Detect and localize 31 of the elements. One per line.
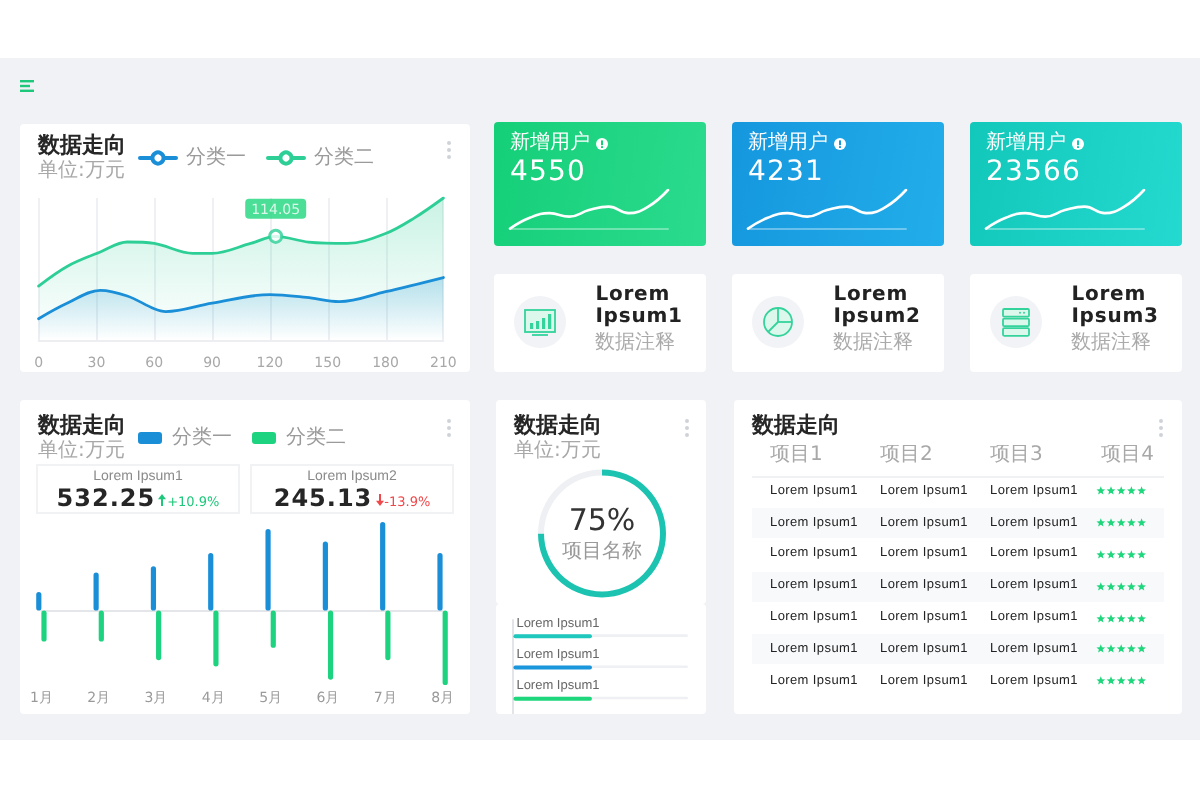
data-label: 75% [568, 502, 636, 539]
chart-title: 新增用户 [986, 132, 1066, 154]
category-label: 项目3 [990, 444, 1043, 466]
legend-label: 分类一 [172, 425, 232, 449]
text: 数据注释 [1071, 332, 1152, 354]
legend-label: 分类二 [286, 425, 346, 449]
chart-title: 数据走向 [38, 412, 126, 438]
chart-subtitle: 23566 [986, 156, 1082, 188]
chart-title: 新增用户 [748, 132, 828, 154]
chart-subtitle: 单位:万元 [514, 440, 601, 462]
text: Lorem Ipsum3 [1071, 284, 1159, 328]
slice-label: 项目名称 [562, 539, 642, 564]
chart-title: 数据走向 [38, 132, 126, 158]
category-label: 项目4 [1101, 444, 1154, 466]
category-label: 项目1 [770, 444, 823, 466]
text: 数据注释 [595, 332, 676, 354]
legend-label: 分类一 [186, 145, 246, 169]
chart-subtitle: 单位:万元 [38, 440, 125, 462]
text: Lorem Ipsum1 [595, 284, 683, 328]
chart-subtitle: 单位:万元 [38, 160, 125, 182]
text: 532.25 [56, 484, 156, 512]
text: 数据注释 [833, 332, 914, 354]
chart-subtitle: 4550 [510, 156, 587, 188]
text: 数据走向 [752, 412, 840, 438]
category-label: 项目2 [880, 444, 933, 466]
text: Lorem Ipsum2 [833, 284, 921, 328]
text: 245.13 [273, 484, 373, 512]
chart-title: 新增用户 [510, 132, 590, 154]
legend-label: 分类二 [314, 145, 374, 169]
chart-subtitle: 4231 [748, 156, 825, 188]
chart-title: 数据走向 [514, 412, 602, 438]
